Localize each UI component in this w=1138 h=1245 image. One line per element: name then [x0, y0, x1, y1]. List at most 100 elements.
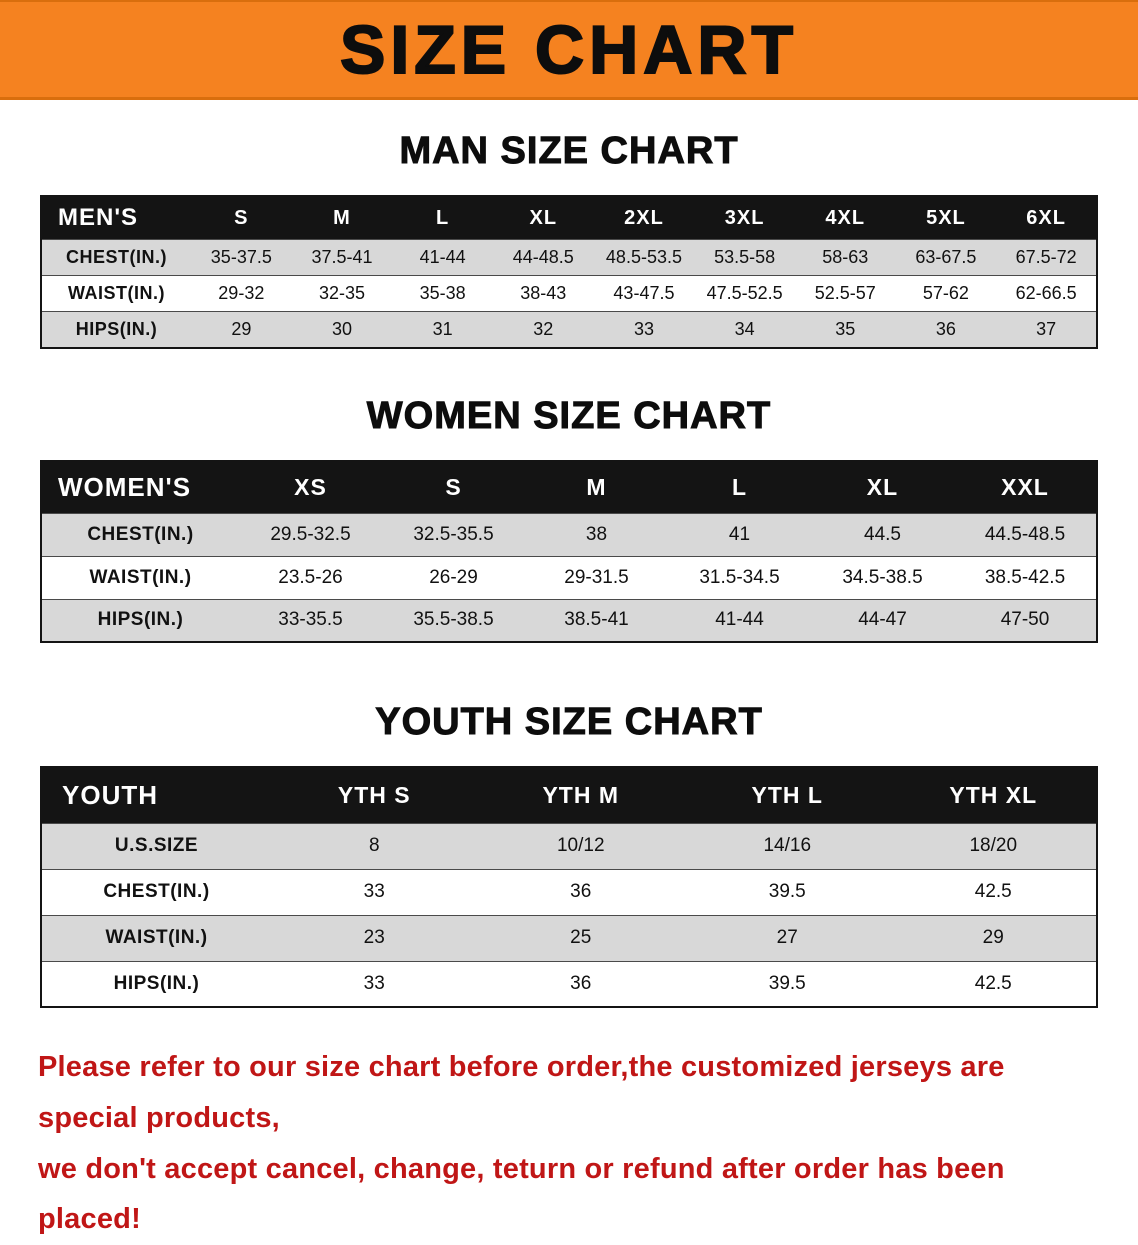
row-label: HIPS(IN.)	[41, 961, 271, 1007]
row-label: WAIST(IN.)	[41, 915, 271, 961]
size-value-cell: 44-48.5	[493, 240, 594, 276]
size-value-cell: 53.5-58	[694, 240, 795, 276]
size-value-cell: 52.5-57	[795, 276, 896, 312]
size-header-cell: XS	[239, 461, 382, 513]
size-value-cell: 29	[191, 312, 292, 349]
size-value-cell: 32.5-35.5	[382, 513, 525, 556]
size-value-cell: 10/12	[478, 823, 685, 869]
size-header-cell: M	[292, 196, 393, 240]
size-value-cell: 32-35	[292, 276, 393, 312]
size-value-cell: 36	[896, 312, 997, 349]
row-label: WAIST(IN.)	[41, 276, 191, 312]
size-value-cell: 29.5-32.5	[239, 513, 382, 556]
size-value-cell: 33	[271, 961, 478, 1007]
women-section-heading: WOMEN SIZE CHART	[0, 395, 1138, 438]
size-value-cell: 57-62	[896, 276, 997, 312]
size-value-cell: 41-44	[668, 599, 811, 642]
table-title-cell: YOUTH	[41, 767, 271, 823]
size-value-cell: 31.5-34.5	[668, 556, 811, 599]
size-header-cell: S	[382, 461, 525, 513]
size-value-cell: 41-44	[392, 240, 493, 276]
size-value-cell: 42.5	[891, 961, 1098, 1007]
size-value-cell: 47.5-52.5	[694, 276, 795, 312]
size-value-cell: 36	[478, 961, 685, 1007]
size-value-cell: 26-29	[382, 556, 525, 599]
row-label: CHEST(IN.)	[41, 240, 191, 276]
size-value-cell: 14/16	[684, 823, 891, 869]
size-value-cell: 33	[271, 869, 478, 915]
row-label: CHEST(IN.)	[41, 513, 239, 556]
size-value-cell: 38	[525, 513, 668, 556]
size-header-cell: L	[668, 461, 811, 513]
size-value-cell: 29-32	[191, 276, 292, 312]
size-header-cell: YTH L	[684, 767, 891, 823]
size-value-cell: 27	[684, 915, 891, 961]
size-header-cell: XL	[493, 196, 594, 240]
size-value-cell: 67.5-72	[996, 240, 1097, 276]
size-value-cell: 29-31.5	[525, 556, 668, 599]
youth-section-heading: YOUTH SIZE CHART	[0, 701, 1138, 744]
table-title-cell: MEN'S	[41, 196, 191, 240]
size-value-cell: 29	[891, 915, 1098, 961]
size-header-cell: S	[191, 196, 292, 240]
size-value-cell: 44-47	[811, 599, 954, 642]
size-value-cell: 31	[392, 312, 493, 349]
size-value-cell: 63-67.5	[896, 240, 997, 276]
size-value-cell: 58-63	[795, 240, 896, 276]
size-value-cell: 44.5-48.5	[954, 513, 1097, 556]
size-header-cell: XL	[811, 461, 954, 513]
size-header-cell: M	[525, 461, 668, 513]
size-value-cell: 30	[292, 312, 393, 349]
size-value-cell: 37.5-41	[292, 240, 393, 276]
size-value-cell: 25	[478, 915, 685, 961]
size-value-cell: 42.5	[891, 869, 1098, 915]
size-value-cell: 35	[795, 312, 896, 349]
size-value-cell: 33	[594, 312, 695, 349]
row-label: U.S.SIZE	[41, 823, 271, 869]
size-header-cell: 5XL	[896, 196, 997, 240]
row-label: HIPS(IN.)	[41, 312, 191, 349]
size-value-cell: 23	[271, 915, 478, 961]
size-value-cell: 38.5-42.5	[954, 556, 1097, 599]
size-value-cell: 8	[271, 823, 478, 869]
size-value-cell: 47-50	[954, 599, 1097, 642]
size-header-cell: L	[392, 196, 493, 240]
size-value-cell: 34	[694, 312, 795, 349]
footer-line-2: we don't accept cancel, change, teturn o…	[38, 1144, 1100, 1245]
men-section-heading: MAN SIZE CHART	[0, 130, 1138, 173]
size-header-cell: YTH S	[271, 767, 478, 823]
size-value-cell: 36	[478, 869, 685, 915]
size-value-cell: 23.5-26	[239, 556, 382, 599]
size-header-cell: YTH XL	[891, 767, 1098, 823]
page-title: SIZE CHART	[340, 11, 798, 89]
size-value-cell: 32	[493, 312, 594, 349]
footer-line-1: Please refer to our size chart before or…	[38, 1042, 1100, 1144]
size-value-cell: 38-43	[493, 276, 594, 312]
table-title-cell: WOMEN'S	[41, 461, 239, 513]
size-value-cell: 44.5	[811, 513, 954, 556]
size-value-cell: 35-37.5	[191, 240, 292, 276]
size-value-cell: 43-47.5	[594, 276, 695, 312]
size-header-cell: 4XL	[795, 196, 896, 240]
size-header-cell: 2XL	[594, 196, 695, 240]
